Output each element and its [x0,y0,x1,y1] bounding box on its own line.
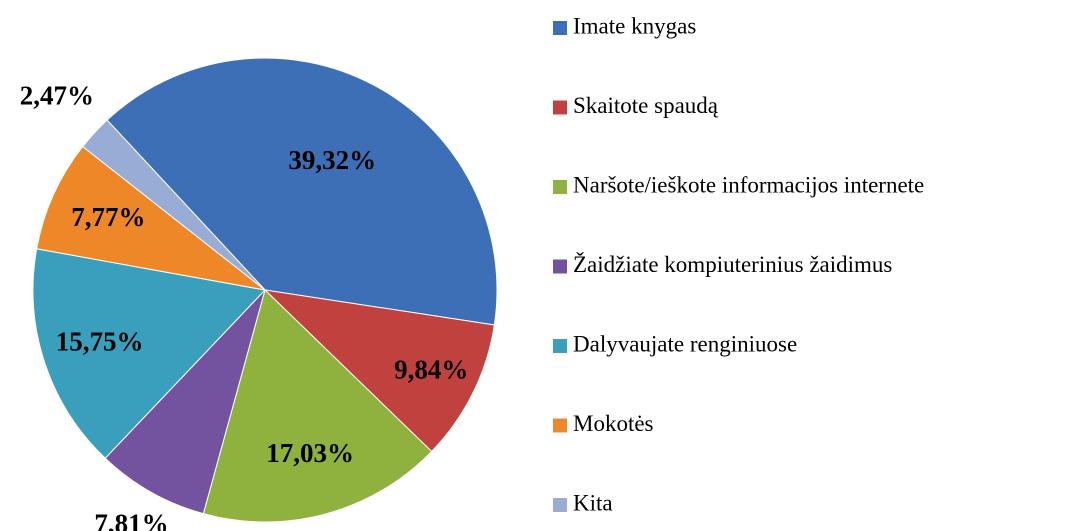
legend-label: Dalyvaujate renginiuose [573,331,797,356]
legend-label: Mokotės [573,411,654,436]
pie-slice [32,248,267,459]
legend-swatch [553,259,567,274]
pie-slice [106,57,498,326]
legend-swatch [553,498,567,512]
legend-swatch [553,339,567,353]
pie-slice [104,289,266,515]
data-label: 39,32% [288,145,376,175]
legend-label: Žaidžiate kompiuterinius žaidimus [573,252,892,277]
legend-swatch [553,100,567,115]
legend-label: Naršote/ieškote informacijos internete [573,172,924,197]
pie-slice [36,145,266,291]
legend-swatch [553,418,567,433]
data-label: 7,77% [71,202,145,232]
data-label: 7,81% [94,509,168,531]
pie-slice [263,289,495,453]
pie-slice [202,289,433,523]
data-label: 17,03% [266,438,354,468]
legend-swatch [553,180,567,194]
legend-label: Skaitote spaudą [573,93,719,118]
data-label: 9,84% [394,355,468,385]
data-label: 15,75% [56,326,144,356]
legend-label: Imate knygas [573,13,696,38]
data-label: 2,47% [20,80,94,110]
legend-swatch [553,21,567,35]
legend-label: Kita [573,490,613,515]
pie-slice [81,119,266,291]
